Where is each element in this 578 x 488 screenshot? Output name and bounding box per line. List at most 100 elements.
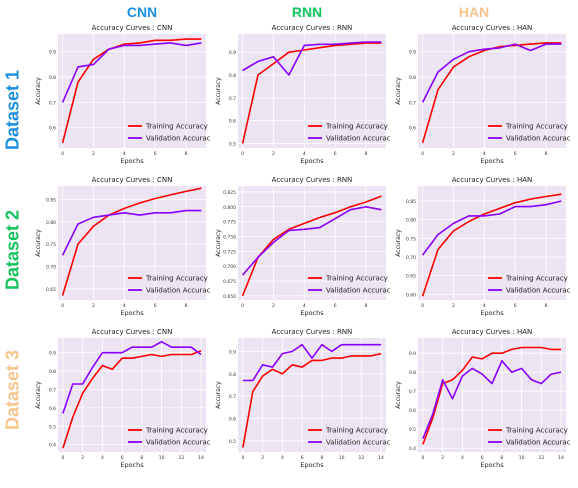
y-tick-label: 0.85 bbox=[406, 199, 416, 205]
x-axis-label: Epochs bbox=[300, 461, 324, 469]
validation-accuracy-line bbox=[242, 41, 382, 76]
y-tick-label: 0.60 bbox=[406, 292, 416, 298]
legend-validation-label: Validation Accuracy bbox=[146, 135, 210, 143]
legend-validation-label: Validation Accuracy bbox=[326, 439, 390, 447]
y-tick-label: 0.6 bbox=[229, 119, 236, 125]
y-tick-label: 0.6 bbox=[409, 408, 416, 414]
x-tick-label: 0 bbox=[61, 455, 64, 461]
x-tick-label: 0 bbox=[421, 455, 424, 461]
y-axis-label: Accuracy bbox=[395, 381, 402, 409]
plot-area bbox=[418, 34, 566, 148]
legend-training-label: Training Accuracy bbox=[145, 275, 208, 283]
legend-training-label: Training Accuracy bbox=[325, 123, 388, 131]
x-axis-label: Epochs bbox=[480, 461, 504, 469]
x-tick-label: 2 bbox=[452, 151, 455, 157]
y-tick-label: 0.6 bbox=[229, 416, 236, 422]
x-tick-label: 2 bbox=[92, 151, 95, 157]
chart-title: Accuracy Curves : CNN bbox=[92, 176, 173, 184]
y-tick-label: 0.700 bbox=[223, 264, 236, 270]
x-axis-label: Epochs bbox=[480, 309, 504, 317]
x-tick-label: 8 bbox=[185, 303, 188, 309]
y-tick-label: 0.6 bbox=[409, 126, 416, 132]
x-tick-label: 10 bbox=[339, 455, 345, 461]
y-tick-label: 0.8 bbox=[229, 372, 236, 378]
y-tick-label: 0.9 bbox=[49, 351, 56, 357]
x-tick-label: 2 bbox=[261, 455, 264, 461]
legend-validation-label: Validation Accuracy bbox=[326, 135, 390, 143]
y-axis-label: Accuracy bbox=[215, 381, 222, 409]
y-tick-label: 0.5 bbox=[229, 141, 236, 147]
training-accuracy-line bbox=[421, 193, 562, 297]
chart-dataset1-cnn: Accuracy Curves : CNN 0.6 0.7 0.8 0.9 0 2 4 6 8 Ep… bbox=[35, 24, 210, 165]
plot-area bbox=[58, 186, 206, 300]
chart-dataset1-han: Accuracy Curves : HAN 0.6 0.7 0.8 0.9 0 2 4 6 8 Ep… bbox=[395, 24, 570, 165]
validation-accuracy-line bbox=[421, 43, 562, 103]
x-tick-label: 4 bbox=[483, 303, 486, 309]
y-tick-label: 0.75 bbox=[46, 242, 56, 248]
y-tick-label: 0.7 bbox=[409, 389, 416, 395]
y-axis-label: Accuracy bbox=[35, 77, 42, 105]
legend-training-label: Training Accuracy bbox=[325, 275, 388, 283]
row-header-dataset-3: Dataset 3 bbox=[0, 330, 26, 450]
x-tick-label: 0 bbox=[421, 303, 424, 309]
x-tick-label: 2 bbox=[441, 455, 444, 461]
y-tick-label: 0.8 bbox=[49, 75, 56, 81]
y-axis-label: Accuracy bbox=[215, 229, 222, 257]
y-tick-label: 0.65 bbox=[46, 287, 56, 293]
x-tick-label: 4 bbox=[101, 455, 104, 461]
y-tick-label: 0.800 bbox=[223, 205, 236, 211]
row-header-dataset-2-label: Dataset 2 bbox=[2, 209, 23, 291]
row-header-dataset-1-label: Dataset 1 bbox=[2, 69, 23, 151]
y-tick-label: 0.750 bbox=[223, 234, 236, 240]
x-tick-label: 6 bbox=[121, 455, 124, 461]
legend-validation-label: Validation Accuracy bbox=[326, 287, 390, 295]
legend-training-label: Training Accuracy bbox=[505, 275, 568, 283]
x-tick-label: 6 bbox=[334, 303, 337, 309]
y-tick-label: 0.7 bbox=[49, 387, 56, 393]
x-tick-label: 0 bbox=[241, 303, 244, 309]
x-tick-label: 14 bbox=[558, 455, 564, 461]
x-axis-label: Epochs bbox=[120, 309, 144, 317]
x-tick-label: 12 bbox=[178, 455, 184, 461]
validation-accuracy-line bbox=[241, 205, 382, 276]
x-tick-label: 0 bbox=[61, 151, 64, 157]
x-tick-label: 8 bbox=[320, 455, 323, 461]
chart-title: Accuracy Curves : HAN bbox=[452, 328, 533, 336]
chart-title: Accuracy Curves : CNN bbox=[92, 24, 173, 32]
training-accuracy-line bbox=[241, 195, 382, 297]
x-axis-label: Epochs bbox=[300, 309, 324, 317]
y-tick-label: 0.5 bbox=[409, 427, 416, 433]
x-tick-label: 6 bbox=[514, 151, 517, 157]
y-tick-label: 0.675 bbox=[223, 279, 236, 285]
chart-title: Accuracy Curves : RNN bbox=[272, 176, 353, 184]
legend-training-label: Training Accuracy bbox=[145, 123, 208, 131]
column-header-rnn: RNN bbox=[291, 4, 323, 20]
x-tick-label: 6 bbox=[301, 455, 304, 461]
y-tick-label: 0.6 bbox=[49, 406, 56, 412]
x-tick-label: 2 bbox=[272, 303, 275, 309]
y-axis-label: Accuracy bbox=[35, 381, 42, 409]
y-tick-label: 0.4 bbox=[49, 443, 56, 449]
x-tick-label: 6 bbox=[481, 455, 484, 461]
x-tick-label: 0 bbox=[241, 455, 244, 461]
plot-area bbox=[58, 34, 206, 148]
chart-dataset3-han: Accuracy Curves : HAN 0.4 0.5 0.6 0.7 0.8 0.9 0… bbox=[395, 328, 570, 469]
y-tick-label: 0.4 bbox=[409, 446, 416, 452]
validation-accuracy-line bbox=[61, 42, 202, 103]
x-tick-label: 10 bbox=[519, 455, 525, 461]
x-tick-label: 4 bbox=[123, 303, 126, 309]
x-axis-label: Epochs bbox=[300, 157, 324, 165]
y-tick-label: 0.70 bbox=[406, 255, 416, 261]
x-axis-label: Epochs bbox=[480, 157, 504, 165]
legend-validation-label: Validation Accuracy bbox=[506, 439, 570, 447]
x-tick-label: 4 bbox=[483, 151, 486, 157]
y-tick-label: 0.7 bbox=[229, 394, 236, 400]
y-tick-label: 0.9 bbox=[229, 50, 236, 56]
chart-title: Accuracy Curves : HAN bbox=[452, 24, 533, 32]
x-tick-label: 14 bbox=[378, 455, 384, 461]
y-tick-label: 0.80 bbox=[406, 218, 416, 224]
x-tick-label: 4 bbox=[123, 151, 126, 157]
y-tick-label: 0.8 bbox=[49, 369, 56, 375]
y-tick-label: 0.65 bbox=[406, 274, 416, 280]
chart-dataset3-rnn: Accuracy Curves : RNN 0.5 0.6 0.7 0.8 0.9 0 2 4 6… bbox=[215, 328, 390, 469]
